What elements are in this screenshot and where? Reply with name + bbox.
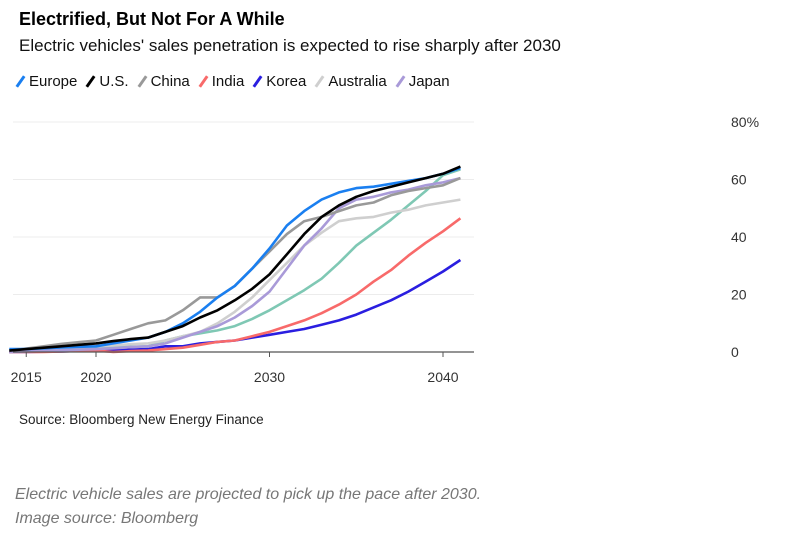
legend-item: Japan <box>395 73 450 90</box>
image-caption: Electric vehicle sales are projected to … <box>15 483 481 531</box>
caption-line: Electric vehicle sales are projected to … <box>15 486 482 503</box>
legend-label: Australia <box>328 73 387 90</box>
y-tick-label: 0 <box>731 344 739 360</box>
legend-label: China <box>150 73 190 90</box>
source-note: Source: Bloomberg New Energy Finance <box>19 412 264 427</box>
legend-item: Europe <box>15 73 78 90</box>
series-line-us <box>9 165 461 352</box>
series-line-korea <box>9 258 462 354</box>
legend-label: Europe <box>29 73 78 90</box>
legend-label: U.S. <box>99 73 129 90</box>
y-tick-label: 40 <box>731 229 747 245</box>
x-tick-label: 2030 <box>254 369 285 385</box>
chart-title: Electrified, But Not For A While <box>19 9 285 29</box>
series-line-unlabeled <box>9 168 461 354</box>
legend-item: China <box>137 73 190 90</box>
legend-label: Korea <box>266 73 307 90</box>
y-tick-label: 60 <box>731 172 747 188</box>
legend-item: India <box>198 73 245 90</box>
x-tick-label: 2020 <box>80 369 111 385</box>
x-tick-label: 2015 <box>11 369 42 385</box>
legend-item: Australia <box>314 73 387 90</box>
legend: Europe U.S. China India Korea Australia Japan <box>15 73 450 90</box>
series-line-japan <box>9 176 461 354</box>
chart-subtitle: Electric vehicles' sales penetration is … <box>19 36 561 55</box>
legend-label: India <box>211 73 245 90</box>
legend-item: Korea <box>252 73 307 90</box>
caption-source: Image source: Bloomberg <box>15 510 199 527</box>
series-line-europe <box>9 166 461 351</box>
legend-label: Japan <box>408 73 450 90</box>
series-line-australia <box>9 198 461 352</box>
y-tick-label: 80% <box>731 114 759 130</box>
x-tick-label: 2040 <box>427 369 458 385</box>
y-tick-label: 20 <box>731 287 747 303</box>
legend-item: U.S. <box>85 73 129 90</box>
